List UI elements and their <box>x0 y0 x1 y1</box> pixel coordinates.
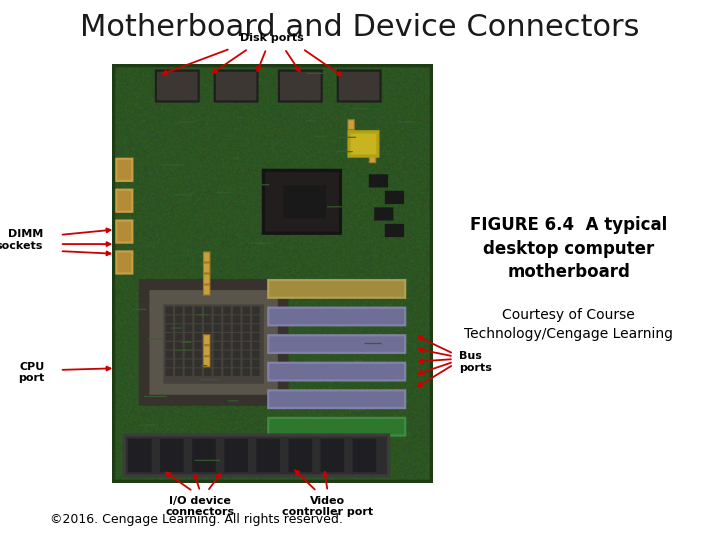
Text: Courtesy of Course
Technology/Cengage Learning: Courtesy of Course Technology/Cengage Le… <box>464 308 673 341</box>
Text: Disk ports: Disk ports <box>240 33 303 43</box>
Text: Bus
ports: Bus ports <box>459 351 492 373</box>
Text: I/O device
connectors: I/O device connectors <box>166 496 235 517</box>
Text: Video
controller port: Video controller port <box>282 496 373 517</box>
Text: CPU
port: CPU port <box>19 362 45 383</box>
Text: FIGURE 6.4  A typical
desktop computer
motherboard: FIGURE 6.4 A typical desktop computer mo… <box>470 216 667 281</box>
Text: DIMM
sockets: DIMM sockets <box>0 230 43 251</box>
Text: ©2016. Cengage Learning. All rights reserved.: ©2016. Cengage Learning. All rights rese… <box>50 514 343 526</box>
Text: Motherboard and Device Connectors: Motherboard and Device Connectors <box>80 14 640 43</box>
